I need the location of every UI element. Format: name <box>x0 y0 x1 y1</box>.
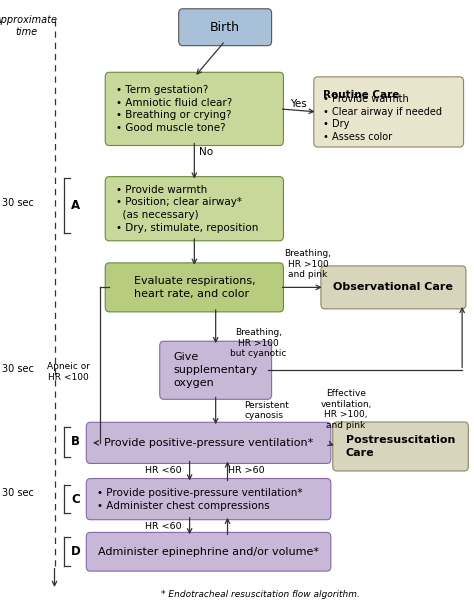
Text: • Term gestation?
• Amniotic fluid clear?
• Breathing or crying?
• Good muscle t: • Term gestation? • Amniotic fluid clear… <box>116 85 232 133</box>
Text: HR <60: HR <60 <box>145 522 182 531</box>
Text: • Provide warmth
• Clear airway if needed
• Dry
• Assess color: • Provide warmth • Clear airway if neede… <box>323 94 442 142</box>
Text: No: No <box>199 146 213 157</box>
Text: Apneic or
HR <100: Apneic or HR <100 <box>47 362 90 382</box>
Text: • Provide positive-pressure ventilation*
• Administer chest compressions: • Provide positive-pressure ventilation*… <box>97 488 303 511</box>
Text: B: B <box>72 435 80 448</box>
Text: HR >60: HR >60 <box>228 466 265 476</box>
Text: Give
supplementary
oxygen: Give supplementary oxygen <box>173 353 258 388</box>
FancyBboxPatch shape <box>160 341 272 399</box>
Text: 30 sec: 30 sec <box>2 364 34 374</box>
FancyBboxPatch shape <box>105 73 283 146</box>
Text: A: A <box>71 199 81 212</box>
Text: Yes: Yes <box>290 99 307 109</box>
Text: Administer epinephrine and/or volume*: Administer epinephrine and/or volume* <box>98 547 319 557</box>
Text: D: D <box>71 545 81 558</box>
Text: Approximate
time: Approximate time <box>0 15 57 37</box>
Text: Routine Care: Routine Care <box>323 90 400 100</box>
FancyBboxPatch shape <box>321 266 466 309</box>
FancyBboxPatch shape <box>179 8 272 46</box>
Text: * Endotracheal resuscitation flow algorithm.: * Endotracheal resuscitation flow algori… <box>161 590 360 598</box>
Text: HR <60: HR <60 <box>145 466 182 476</box>
FancyBboxPatch shape <box>86 479 331 520</box>
Text: Birth: Birth <box>210 21 240 34</box>
Text: Effective
ventilation,
HR >100,
and pink: Effective ventilation, HR >100, and pink <box>320 390 372 430</box>
FancyBboxPatch shape <box>105 263 283 312</box>
Text: Provide positive-pressure ventilation*: Provide positive-pressure ventilation* <box>104 438 313 448</box>
FancyBboxPatch shape <box>314 77 464 147</box>
Text: Evaluate respirations,
heart rate, and color: Evaluate respirations, heart rate, and c… <box>134 276 255 299</box>
Text: Postresuscitation
Care: Postresuscitation Care <box>346 435 455 458</box>
FancyBboxPatch shape <box>86 422 331 463</box>
FancyBboxPatch shape <box>105 177 283 241</box>
Text: Breathing,
HR >100
and pink: Breathing, HR >100 and pink <box>284 249 332 280</box>
Text: 30 sec: 30 sec <box>2 198 34 208</box>
Text: 30 sec: 30 sec <box>2 488 34 498</box>
Text: Observational Care: Observational Care <box>334 283 453 292</box>
Text: Breathing,
HR >100
but cyanotic: Breathing, HR >100 but cyanotic <box>230 329 286 358</box>
Text: C: C <box>72 492 80 506</box>
Text: • Provide warmth
• Position; clear airway*
  (as necessary)
• Dry, stimulate, re: • Provide warmth • Position; clear airwa… <box>116 185 258 233</box>
FancyBboxPatch shape <box>86 532 331 571</box>
FancyBboxPatch shape <box>333 422 468 471</box>
Text: Persistent
cyanosis: Persistent cyanosis <box>244 401 289 420</box>
